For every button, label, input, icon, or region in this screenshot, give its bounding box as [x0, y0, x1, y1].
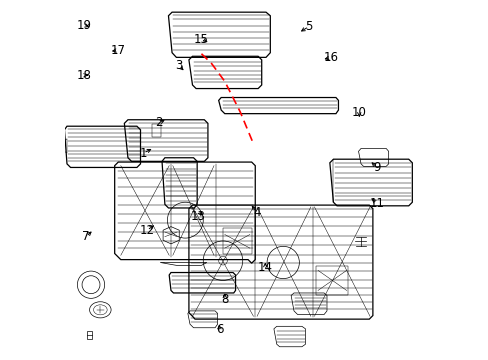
Text: 15: 15 [193, 33, 208, 46]
Text: 7: 7 [82, 230, 90, 243]
Text: 2: 2 [155, 116, 163, 129]
Text: 17: 17 [111, 44, 125, 57]
Text: 14: 14 [257, 261, 272, 274]
Text: 13: 13 [190, 210, 205, 223]
Text: 6: 6 [215, 323, 223, 336]
Text: 9: 9 [373, 161, 380, 174]
Text: 19: 19 [76, 19, 91, 32]
Text: 12: 12 [139, 224, 154, 237]
Text: 16: 16 [323, 51, 338, 64]
Text: 10: 10 [351, 106, 366, 119]
Text: 1: 1 [140, 147, 147, 159]
Text: 18: 18 [76, 69, 91, 82]
Text: 8: 8 [221, 293, 228, 306]
Text: 5: 5 [305, 20, 312, 33]
Text: 11: 11 [369, 197, 384, 210]
Text: 3: 3 [175, 59, 183, 72]
Text: 4: 4 [253, 206, 260, 219]
